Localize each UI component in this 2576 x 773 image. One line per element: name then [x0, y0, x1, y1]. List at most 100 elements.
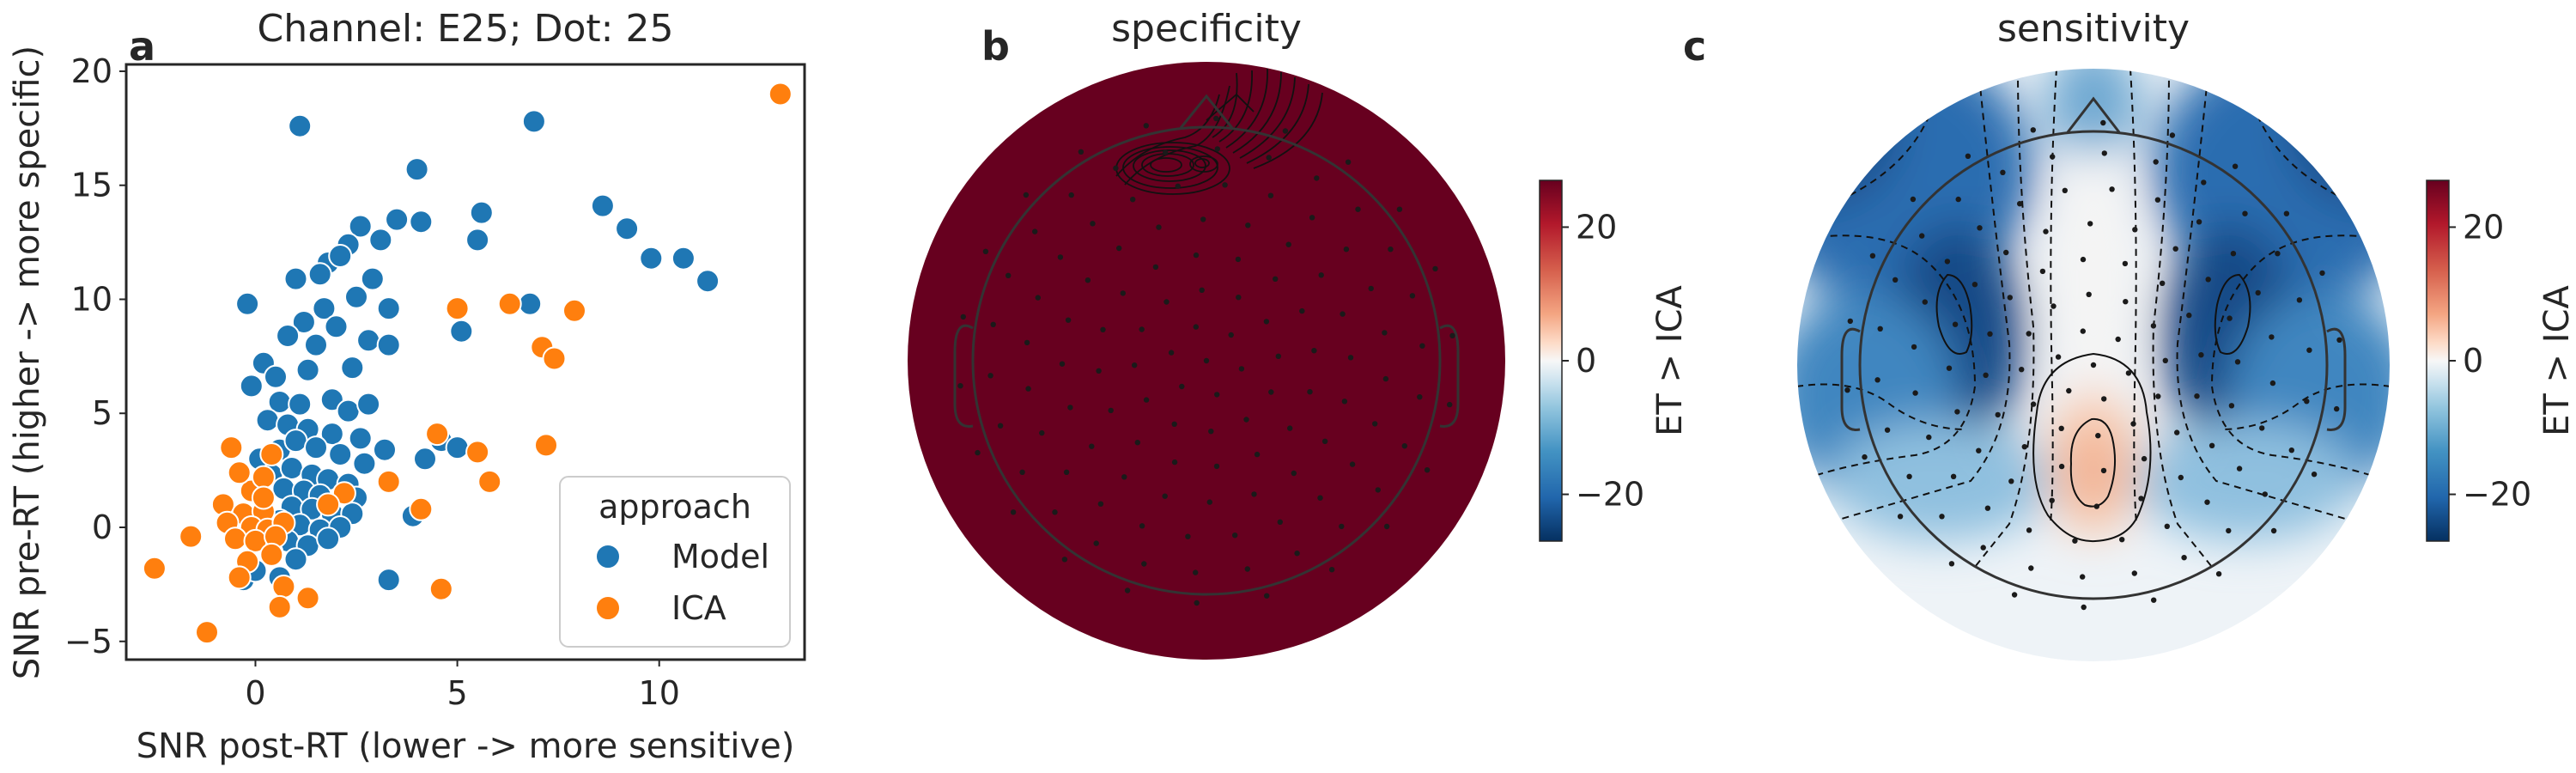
scatter-point-model — [283, 547, 308, 572]
scatter-point-model — [590, 193, 615, 218]
sensor-dot — [1124, 587, 1131, 593]
sensor-dot — [2138, 496, 2144, 502]
sensitivity-colorbar: 20 0 −20 ET > ICA — [2426, 180, 2576, 542]
sensor-dot — [2186, 312, 2192, 319]
sensor-dot — [1282, 128, 1289, 134]
sensor-dot — [2270, 527, 2277, 534]
scatter-point-model — [304, 332, 328, 357]
sensor-dot — [1254, 451, 1261, 458]
scatter-point-model — [360, 266, 385, 291]
sensor-dot — [1897, 514, 1904, 520]
sensor-dot — [2130, 421, 2136, 427]
sensor-dot — [2066, 387, 2072, 394]
sensor-dot — [1143, 397, 1150, 403]
scatter-point-ica — [534, 433, 558, 458]
sensor-dot — [2081, 604, 2087, 611]
sensor-dot — [1906, 473, 1912, 479]
sensor-dot — [1368, 285, 1374, 292]
scatter-point-model — [279, 456, 304, 480]
sensor-dot — [1134, 440, 1141, 446]
scatter-point-ica — [195, 620, 219, 645]
x-axis-label: SNR post-RT (lower -> more sensitive) — [137, 727, 795, 766]
panel-c: c sensitivity — [1683, 7, 2576, 661]
x-tick-label: 0 — [245, 674, 265, 712]
sensor-dot — [1084, 277, 1091, 283]
scatter-point-model — [239, 374, 264, 399]
sensor-dot — [1213, 463, 1220, 470]
sensor-dot — [2198, 352, 2204, 358]
sensor-dot — [2232, 163, 2239, 169]
panel-a-title: Channel: E25; Dot: 25 — [258, 7, 674, 51]
sensor-dot — [1912, 390, 1918, 396]
sensor-dot — [2119, 537, 2125, 543]
sensor-dot — [2181, 555, 2187, 561]
scatter-point-ica — [142, 556, 167, 581]
y-axis-label: SNR pre-RT (higher -> more specific) — [8, 46, 47, 679]
scatter-points — [142, 82, 793, 645]
y-ticks: −5 0 5 10 15 20 — [64, 52, 126, 660]
sensor-dot — [1950, 473, 1957, 479]
sensitivity-colorbar-label: ET > ICA — [2537, 284, 2576, 435]
sensor-dot — [1382, 330, 1388, 336]
sensor-dot — [1911, 344, 1917, 350]
sensor-dot — [1162, 493, 1168, 499]
sensor-dot — [1264, 593, 1270, 599]
sensor-dot — [1372, 421, 1378, 427]
y-tick-label: 0 — [92, 508, 112, 546]
sensor-dot — [1447, 401, 1453, 408]
sensor-dot — [2090, 362, 2097, 368]
scatter-point-model — [312, 296, 337, 321]
sensor-dot — [1213, 115, 1219, 122]
scatter-point-model — [521, 109, 546, 134]
sensor-dot — [2150, 323, 2157, 329]
scatter-point-model — [324, 314, 349, 339]
sensor-dot — [1024, 339, 1030, 346]
sensor-dot — [1922, 299, 1928, 305]
sensor-dot — [1919, 233, 1925, 239]
colorbar-tick-label: 20 — [2463, 208, 2504, 246]
scatter-point-ica — [477, 469, 502, 494]
sensor-dot — [2336, 337, 2342, 343]
sensor-dot — [2205, 277, 2211, 283]
sensor-dot — [1844, 387, 1850, 393]
sensor-dot — [1417, 394, 1423, 400]
legend-label-ica: ICA — [671, 589, 726, 627]
scatter-point-model — [376, 296, 401, 321]
sensor-dot — [1156, 224, 1162, 230]
sensor-dot — [1294, 551, 1300, 557]
scatter-point-model — [295, 357, 320, 382]
scatter-point-ica — [445, 296, 470, 321]
scatter-point-ica — [219, 435, 244, 460]
scatter-point-ica — [251, 485, 276, 510]
sensor-dot — [2304, 399, 2310, 405]
sensor-dot — [2131, 570, 2137, 576]
sensor-dot — [2055, 354, 2062, 360]
sensor-dot — [2011, 592, 2018, 598]
sensor-dot — [1244, 566, 1251, 572]
sensor-dot — [1067, 405, 1073, 411]
sensor-dot — [1206, 499, 1213, 505]
sensor-dot — [2030, 401, 2037, 407]
sensor-dot — [2234, 359, 2241, 365]
specificity-colorbar-ticks: 20 0 −20 — [1562, 208, 1644, 514]
sensor-dot — [1976, 447, 1982, 453]
sensor-dot — [1939, 514, 1945, 520]
sensor-dot — [2017, 201, 2023, 207]
scatter-point-model — [469, 200, 494, 225]
sensor-dot — [1847, 318, 1853, 325]
sensor-dot — [1238, 366, 1245, 372]
sensor-dot — [2039, 268, 2046, 275]
sensor-dot — [1971, 282, 1978, 288]
sensor-dot — [1025, 386, 1031, 392]
scatter-point-ica — [409, 496, 434, 521]
y-tick-label: 5 — [92, 394, 112, 432]
scatter-point-model — [376, 332, 401, 357]
sensor-dot — [1023, 192, 1030, 198]
panel-a: a Channel: E25; Dot: 25 0 5 10 −505101520 … — [8, 7, 806, 766]
sensor-dot — [1285, 241, 1291, 247]
panel-c-title: sensitivity — [1997, 7, 2190, 51]
sensor-dot — [1884, 427, 1891, 433]
scatter-point-model — [671, 246, 696, 271]
sensor-dot — [1132, 362, 1138, 368]
sensor-dot — [1193, 252, 1200, 259]
